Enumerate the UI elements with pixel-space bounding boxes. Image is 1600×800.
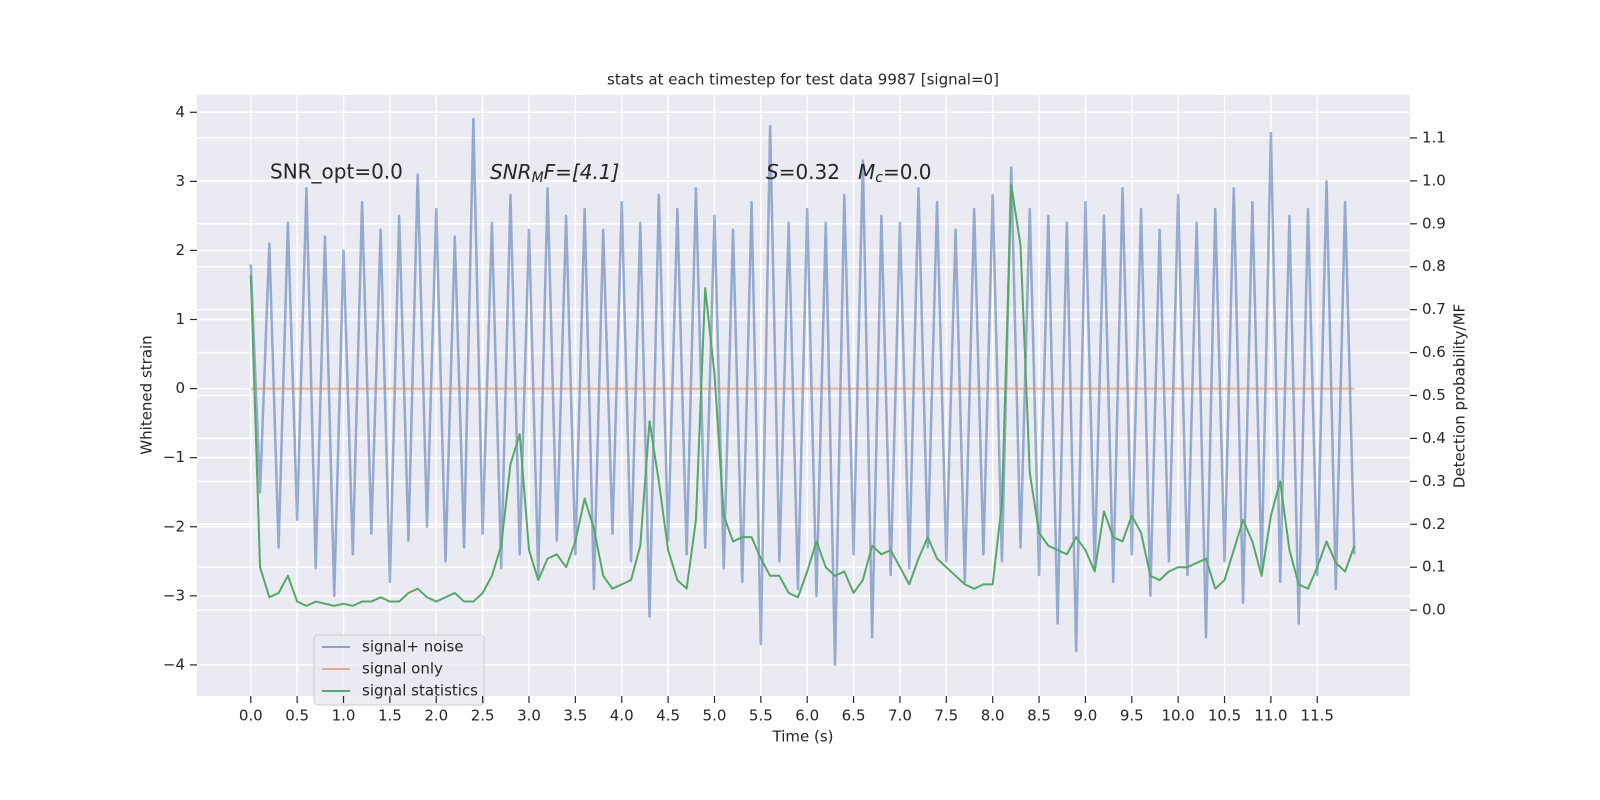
x-tick-label: 9.0 [1073,707,1097,725]
x-tick-label: 2.5 [471,707,495,725]
x-tick-label: 8.5 [1027,707,1051,725]
annotation-part: c [875,170,883,186]
annotation: Mc=0.0 [858,160,932,187]
x-tick-label: 3.5 [563,707,587,725]
legend: signal+ noise signal only signal statistic… [313,634,485,706]
annotation: S=0.32 [766,160,840,184]
annotation-part: =0.0 [883,160,932,184]
y-tick-label: 4 [175,103,185,121]
legend-label: signal statistics [362,682,478,700]
x-tick-label: 7.0 [888,707,912,725]
y-tick-label: −3 [163,586,185,604]
annotation: SNR_opt=0.0 [270,160,403,184]
chart-title: stats at each timestep for test data 998… [607,71,999,89]
x-axis-label: Time (s) [772,728,834,746]
annotation-part: SNR [490,160,532,184]
y2-tick-label: 0.5 [1422,386,1446,404]
annotation: SNRMF=[4.1] [490,160,619,187]
y-axis-label: Whitened strain [138,335,156,454]
x-tick-label: 0.5 [285,707,309,725]
x-tick-label: 3.0 [517,707,541,725]
y2-tick-label: 0.9 [1422,214,1446,232]
x-tick-label: 5.5 [749,707,773,725]
y2-tick-label: 0.3 [1422,472,1446,490]
series-line [249,184,1356,607]
y-tick-label: 3 [175,172,185,190]
x-tick-label: 5.0 [703,707,727,725]
x-tick-label: 11.5 [1301,707,1334,725]
x-tick-label: 8.0 [981,707,1005,725]
x-tick-label: 6.5 [842,707,866,725]
legend-label: signal+ noise [362,638,464,656]
y-tick-label: −2 [163,517,185,535]
y2-tick-label: 0.4 [1422,429,1446,447]
x-tick-label: 4.5 [656,707,680,725]
x-tick-label: 6.0 [795,707,819,725]
y-tick-label: −1 [163,448,185,466]
y2-tick-label: 1.1 [1422,128,1446,146]
x-tick-label: 10.0 [1161,707,1194,725]
x-tick-label: 1.0 [332,707,356,725]
x-tick-label: 9.5 [1120,707,1144,725]
annotation-part: M [532,170,544,186]
x-tick-label: 11.0 [1254,707,1287,725]
x-tick-label: 0.0 [239,707,263,725]
x-tick-label: 2.0 [424,707,448,725]
annotation-part: F=[4.1] [544,160,620,184]
series-line [249,117,1356,667]
y2-tick-label: 0.0 [1422,601,1446,619]
y2-axis-label: Detection probability/MF [1451,304,1469,488]
annotation-part: =0.32 [779,160,840,184]
y-tick-label: 2 [175,241,185,259]
y2-tick-label: 0.8 [1422,257,1446,275]
y-tick-label: 0 [175,379,185,397]
y2-tick-label: 0.2 [1422,515,1446,533]
legend-label: signal only [362,660,443,678]
y-tick-label: −4 [163,655,185,673]
x-tick-label: 1.5 [378,707,402,725]
marks [249,117,1356,667]
y-tick-label: 1 [175,310,185,328]
y2-tick-label: 0.7 [1422,300,1446,318]
annotation-part: M [858,160,875,184]
y2-tick-label: 0.6 [1422,343,1446,361]
y2-tick-label: 0.1 [1422,558,1446,576]
x-tick-label: 4.0 [610,707,634,725]
legend-box [313,634,485,706]
annotation-part: S [766,160,779,184]
y2-tick-label: 1.0 [1422,171,1446,189]
x-tick-label: 7.5 [934,707,958,725]
x-tick-label: 10.5 [1208,707,1241,725]
